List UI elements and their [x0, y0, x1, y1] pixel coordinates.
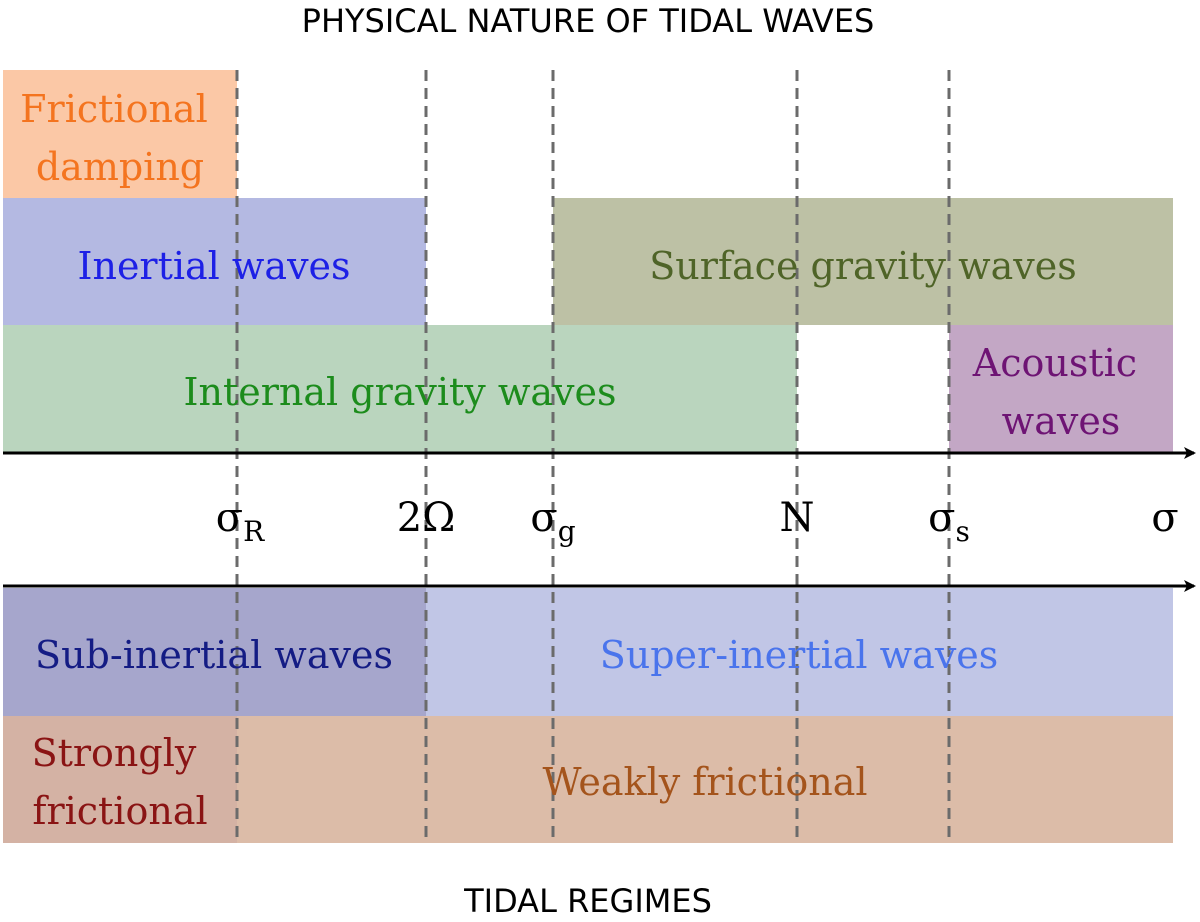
axis-labels: σR 2Ω σg N σs σ	[216, 495, 1179, 548]
regime-labels: Sub-inertial waves Super-inertial waves …	[32, 633, 999, 833]
diagram-title: PHYSICAL NATURE OF TIDAL WAVES	[302, 2, 875, 40]
super-inertial-waves-label: Super-inertial waves	[600, 633, 999, 677]
inertial-waves-label: Inertial waves	[77, 244, 350, 288]
internal-gravity-waves-label: Internal gravity waves	[184, 370, 617, 414]
inertial-waves-box	[3, 198, 426, 325]
strongly-frictional-box	[3, 716, 237, 843]
super-inertial-waves-box	[426, 588, 1173, 716]
sigma-g-label: σg	[530, 495, 575, 548]
wave-type-labels: Frictional damping Inertial waves Surfac…	[20, 87, 1149, 443]
frictional-damping-label: Frictional damping	[20, 87, 220, 189]
sub-inertial-waves-label: Sub-inertial waves	[35, 633, 393, 677]
n-label: N	[780, 495, 815, 541]
regime-boxes	[3, 588, 1173, 843]
sub-inertial-waves-box	[3, 588, 426, 716]
sigma-axis-label: σ	[1151, 495, 1178, 541]
regimes-title: TIDAL REGIMES	[463, 882, 712, 920]
acoustic-waves-box	[949, 325, 1173, 453]
wave-type-boxes	[3, 70, 1173, 453]
surface-gravity-waves-box	[553, 198, 1173, 325]
sigma-s-label: σs	[928, 495, 970, 548]
two-omega-label: 2Ω	[397, 495, 456, 541]
surface-gravity-waves-label: Surface gravity waves	[649, 244, 1076, 288]
sigma-r-label: σR	[216, 495, 265, 548]
internal-gravity-waves-box	[3, 325, 797, 453]
strongly-frictional-label: Strongly frictional	[32, 731, 209, 833]
weakly-frictional-box	[237, 716, 1173, 843]
acoustic-waves-label: Acoustic waves	[972, 341, 1149, 443]
frictional-damping-box	[3, 70, 237, 198]
weakly-frictional-label: Weakly frictional	[542, 760, 867, 804]
frequency-dashed-lines	[235, 70, 951, 843]
